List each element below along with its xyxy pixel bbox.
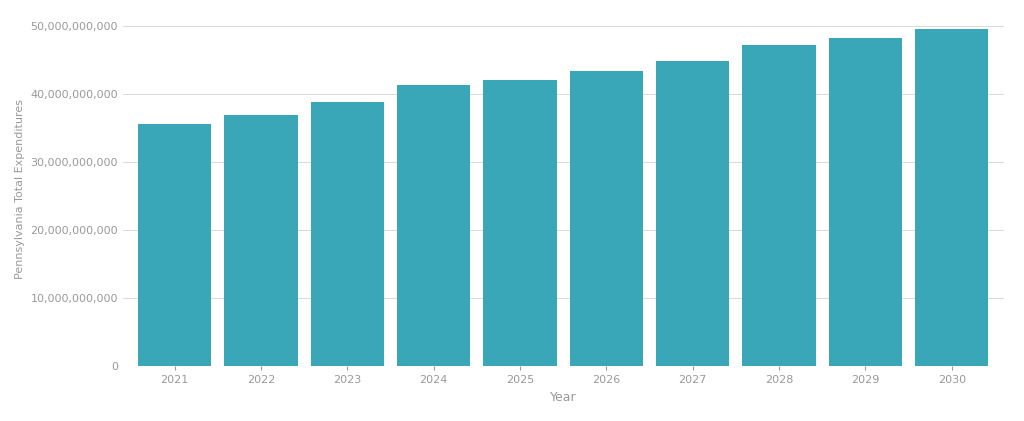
Bar	[224, 115, 298, 366]
Bar	[310, 102, 384, 366]
Bar	[483, 80, 557, 366]
Bar	[656, 61, 729, 366]
Bar	[397, 85, 470, 366]
Y-axis label: Pennsylvania Total Expenditures: Pennsylvania Total Expenditures	[14, 99, 25, 280]
Bar	[569, 71, 643, 366]
Bar	[915, 29, 988, 366]
X-axis label: Year: Year	[550, 391, 577, 404]
Bar	[138, 124, 211, 366]
Bar	[742, 45, 816, 366]
Bar	[828, 38, 902, 366]
